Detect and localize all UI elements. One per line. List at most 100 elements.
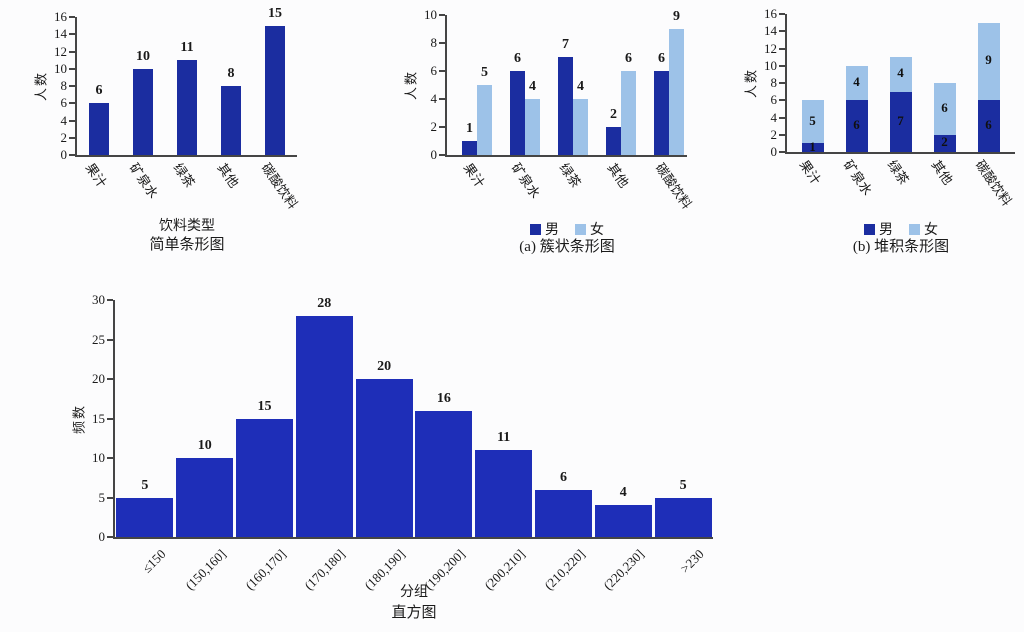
segment-value-label: 1 xyxy=(809,138,816,154)
y-axis-tick-label: 30 xyxy=(92,292,105,307)
y-axis-tick-label: 16 xyxy=(764,6,777,21)
legend-label: 女 xyxy=(924,223,938,238)
bar-value-label: 16 xyxy=(436,390,451,406)
bar xyxy=(116,497,174,537)
y-axis-tick xyxy=(69,102,75,105)
bar-value-label: 5 xyxy=(679,477,687,493)
female-bar xyxy=(525,99,540,155)
bar-value-label: 2 xyxy=(610,107,617,122)
bar xyxy=(236,418,293,537)
y-axis-tick xyxy=(69,85,75,87)
x-category-label: (180,190] xyxy=(361,546,409,593)
chart-caption: (a) 簇状条形图 xyxy=(519,239,615,255)
bar xyxy=(221,86,241,155)
plot-area: 0 2 4 6 8 10 12 14 16 人数 6 10 11 8 15 果汁 矿泉水 绿茶 其他 碳酸饮料 饮料类型… xyxy=(34,6,301,253)
y-axis-tick-label: 10 xyxy=(92,450,105,465)
y-axis-tick-label: 12 xyxy=(764,40,777,56)
legend-item-male: 男 xyxy=(864,219,893,239)
x-category-label: (160,170] xyxy=(241,546,289,593)
y-axis-label: 人数 xyxy=(403,69,419,101)
y-axis-tick xyxy=(779,151,785,153)
x-category-label: 绿茶 xyxy=(170,160,198,191)
y-axis-tick xyxy=(779,116,785,119)
chart-title: 直方图 xyxy=(391,605,437,621)
y-axis-tick-label: 2 xyxy=(430,119,438,134)
x-category-label: 矿泉水 xyxy=(840,157,875,198)
segment-value-label: 7 xyxy=(897,112,904,128)
female-bar xyxy=(477,85,492,155)
bar-value-label: 6 xyxy=(625,51,632,66)
male-bar xyxy=(654,71,669,155)
female-bar xyxy=(621,71,636,155)
y-axis-tick-label: 0 xyxy=(770,144,778,159)
y-axis-tick xyxy=(779,99,785,102)
y-axis-tick xyxy=(69,154,75,156)
x-category-label: (170,180] xyxy=(301,546,349,593)
x-category-label: 碳酸饮料 xyxy=(258,160,301,212)
bar-value-label: 5 xyxy=(141,477,149,493)
bar xyxy=(475,450,533,537)
female-segment xyxy=(977,22,1000,101)
y-axis-tick-label: 8 xyxy=(770,75,778,90)
legend-label: 男 xyxy=(545,223,559,238)
bar-value-label: 10 xyxy=(136,48,150,64)
y-axis-tick-label: 14 xyxy=(54,26,67,42)
x-category-label: 果汁 xyxy=(82,160,110,191)
y-axis-tick xyxy=(107,378,113,380)
y-axis-tick xyxy=(779,13,785,15)
bar-value-label: 4 xyxy=(577,79,584,94)
y-axis-tick-label: 4 xyxy=(770,109,778,125)
bar xyxy=(265,25,285,155)
y-axis-tick xyxy=(779,82,785,84)
segment-value-label: 2 xyxy=(941,134,948,150)
bar-value-label: 4 xyxy=(529,79,536,94)
bar xyxy=(295,315,353,537)
y-axis-tick xyxy=(439,126,445,128)
y-axis-tick-label: 10 xyxy=(764,57,777,73)
x-category-label: (200,210] xyxy=(480,546,528,593)
bar-value-label: 8 xyxy=(227,66,235,81)
y-axis-tick xyxy=(439,154,445,156)
x-axis-label: 分组 xyxy=(400,585,428,600)
bar-value-label: 15 xyxy=(268,5,282,21)
plot-area: 0 2 4 6 8 10 人数 1 6 7 2 6 5 4 4 6 9 果汁 矿泉水 绿茶 其他 碳酸饮料男女 (a) 簇状… xyxy=(404,8,695,255)
y-axis-tick xyxy=(107,417,113,420)
y-axis-tick-label: 0 xyxy=(98,529,106,544)
bar-value-label: 6 xyxy=(560,469,567,485)
female-bar xyxy=(669,29,684,155)
legend-item-female: 女 xyxy=(575,219,604,239)
y-axis-tick xyxy=(107,299,113,301)
y-axis-tick-label: 16 xyxy=(54,9,67,24)
y-axis-tick xyxy=(779,30,785,33)
y-axis-tick-label: 12 xyxy=(54,43,67,59)
female-bar xyxy=(573,99,588,155)
x-category-label: (220,230] xyxy=(600,546,648,593)
legend-swatch xyxy=(909,223,920,235)
x-category-label: 其他 xyxy=(214,160,242,191)
y-axis-tick-label: 14 xyxy=(764,23,777,39)
chart-title: 简单条形图 xyxy=(149,237,225,253)
x-category-label: 其他 xyxy=(928,157,956,188)
y-axis-label: 频数 xyxy=(71,403,87,434)
x-axis-label: 饮料类型 xyxy=(159,219,215,234)
segment-value-label: 4 xyxy=(897,65,904,81)
y-axis-tick-label: 6 xyxy=(770,92,778,108)
legend-item-male: 男 xyxy=(530,219,559,239)
plot-area: 0 5 10 15 20 25 30 频数 5 10 15 28 20 16 11 6 4 5 ≤150 (150,1… xyxy=(72,293,713,621)
y-axis-tick xyxy=(779,47,785,50)
female-segment xyxy=(801,100,824,144)
male-segment xyxy=(933,134,956,152)
male-segment xyxy=(845,100,868,152)
legend-swatch xyxy=(530,223,541,235)
y-axis-tick xyxy=(69,67,75,70)
y-axis-tick xyxy=(107,457,113,459)
bar xyxy=(355,379,413,537)
y-axis-tick xyxy=(107,536,113,538)
x-category-label: 碳酸饮料 xyxy=(652,160,695,212)
bar-value-label: 5 xyxy=(481,65,488,80)
y-axis-tick-label: 4 xyxy=(430,91,438,106)
male-segment xyxy=(801,143,824,152)
bar-value-label: 28 xyxy=(317,295,332,311)
x-category-label: 其他 xyxy=(604,160,632,191)
